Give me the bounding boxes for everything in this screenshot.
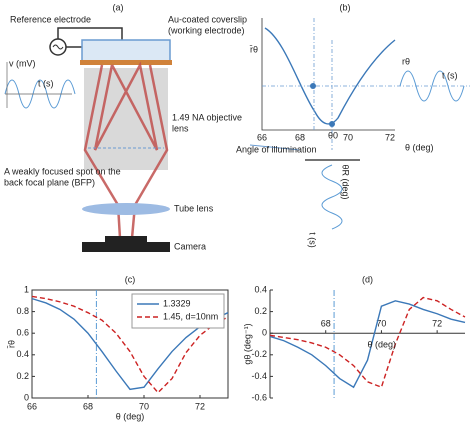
- label: 66: [257, 132, 267, 142]
- y-axis-label: r̄θ: [6, 340, 16, 349]
- x-tick-label: 70: [139, 401, 149, 411]
- label: Au-coated coverslip: [168, 14, 247, 24]
- panel-label: (a): [113, 2, 124, 12]
- label: A weakly focused spot on the: [4, 166, 121, 176]
- label: v (mV): [9, 58, 36, 68]
- series-line: [269, 296, 466, 389]
- x-axis-label: θ (deg): [116, 411, 145, 421]
- label: θ (deg): [405, 142, 434, 152]
- series-line: [31, 295, 229, 394]
- label: Angle of illumination: [236, 144, 317, 154]
- label: r̄θ: [249, 44, 258, 54]
- apparatus: [4, 27, 172, 252]
- label: Camera: [174, 241, 206, 251]
- y-tick-label: 0.4: [254, 284, 267, 294]
- legend-label: 1.45, d=10nm: [163, 311, 218, 321]
- label: θR (deg): [341, 164, 351, 199]
- series-line: [269, 300, 466, 389]
- y-tick-label: -0.4: [251, 371, 267, 381]
- label: 72: [385, 132, 395, 142]
- legend-label: 1.3329: [163, 298, 191, 308]
- label: 1.49 NA objective: [172, 112, 242, 122]
- x-tick-label: 70: [376, 319, 386, 329]
- y-tick-label: 0: [262, 328, 267, 338]
- plot-frame: [31, 289, 229, 399]
- panel-label: (b): [340, 2, 351, 12]
- x-tick-label: 72: [432, 319, 442, 329]
- x-axis-label: θ (deg): [368, 340, 397, 350]
- y-tick-label: -0.2: [251, 349, 267, 359]
- label: rθ: [402, 56, 410, 66]
- label: t (s): [38, 78, 54, 88]
- chart-title: (d): [362, 274, 373, 284]
- y-tick-label: 0.6: [16, 328, 29, 338]
- schematic-curve: [249, 18, 470, 230]
- label: (working electrode): [168, 25, 245, 35]
- label: Reference electrode: [10, 14, 91, 24]
- legend-box: [131, 293, 225, 329]
- y-tick-label: 0.2: [16, 371, 29, 381]
- chart-title: (c): [125, 274, 136, 284]
- label: θ0: [328, 130, 338, 140]
- label: back focal plane (BFP): [4, 177, 95, 187]
- y-tick-label: 0: [24, 392, 29, 402]
- y-tick-label: 0.4: [16, 349, 29, 359]
- y-tick-label: 1: [24, 284, 29, 294]
- x-tick-label: 72: [195, 401, 205, 411]
- x-tick-label: 66: [27, 401, 37, 411]
- label: Tube lens: [174, 203, 214, 213]
- label: 70: [343, 132, 353, 142]
- label: t (s): [442, 70, 458, 80]
- x-tick-label: 68: [321, 319, 331, 329]
- series-line: [31, 297, 229, 391]
- x-tick-label: 68: [83, 401, 93, 411]
- y-tick-label: 0.2: [254, 306, 267, 316]
- y-axis-label: gθ (deg⁻¹): [242, 323, 252, 364]
- label: t (s): [308, 232, 318, 248]
- label: 68: [295, 132, 305, 142]
- label: lens: [172, 123, 189, 133]
- y-tick-label: 0.8: [16, 306, 29, 316]
- y-tick-label: -0.6: [251, 392, 267, 402]
